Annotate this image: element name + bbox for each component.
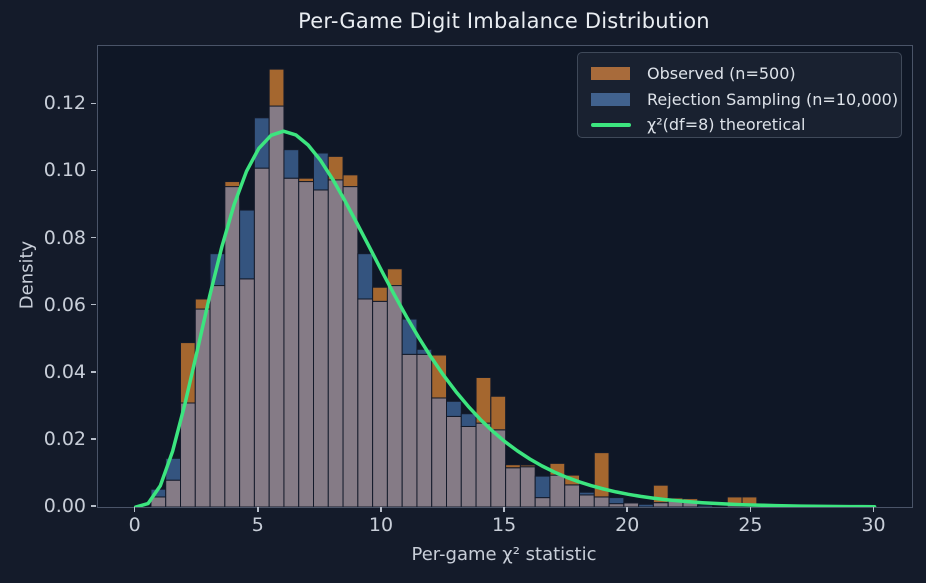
histogram-bar-rejection — [697, 504, 713, 507]
legend-entry-observed: Observed (n=500) — [591, 61, 891, 87]
histogram-bar-overlap — [165, 479, 182, 507]
histogram-bar-overlap — [298, 181, 315, 507]
histogram-bar-observed — [505, 464, 521, 469]
histogram-bar-overlap — [475, 422, 492, 507]
x-tick-label: 20 — [615, 514, 640, 536]
histogram-bar-overlap — [549, 474, 566, 507]
histogram-bar-overlap — [519, 466, 536, 507]
histogram-bar-observed — [372, 286, 388, 302]
histogram-bar-overlap — [505, 467, 521, 507]
y-axis-label: Density — [16, 240, 38, 310]
histogram-bar-rejection — [283, 149, 300, 179]
y-tick-label: 0.10 — [43, 159, 86, 182]
histogram-bar-observed — [327, 155, 344, 181]
x-tick-mark — [257, 507, 259, 513]
histogram-bar-observed — [342, 174, 359, 188]
histogram-bar-rejection — [579, 491, 595, 496]
legend-label-rejection-sampling: Rejection Sampling (n=10,000) — [647, 89, 899, 109]
histogram-bar-overlap — [239, 278, 255, 507]
histogram-bar-rejection — [446, 400, 462, 417]
histogram-bar-observed — [519, 464, 536, 468]
y-tick-label: 0.12 — [43, 92, 86, 115]
theoretical-density-curve — [133, 129, 877, 507]
histogram-bar-overlap — [593, 496, 610, 507]
histogram-bar-overlap — [209, 285, 226, 507]
histogram-bar-overlap — [401, 353, 418, 507]
x-tick-label: 25 — [738, 514, 763, 536]
legend-entry-rejection-sampling: Rejection Sampling (n=10,000) — [591, 87, 898, 113]
histogram-bar-overlap — [579, 494, 595, 507]
y-tick-mark — [90, 169, 96, 172]
histogram-bar-rejection — [357, 253, 374, 300]
histogram-bar-observed — [386, 268, 403, 287]
chart-title: Per-Game Digit Imbalance Distribution — [298, 9, 710, 33]
histogram-bar-rejection — [239, 209, 255, 280]
legend-entry-theoretical: χ²(df=8) theoretical — [591, 112, 891, 138]
histogram-bar-observed — [224, 181, 241, 188]
histogram-bar-overlap — [342, 186, 359, 507]
y-tick-label: 0.00 — [43, 495, 86, 517]
histogram-bar-overlap — [564, 484, 581, 507]
y-tick-mark — [90, 303, 96, 306]
histogram-bar-overlap — [460, 425, 477, 507]
histogram-bar-observed — [298, 177, 315, 183]
histogram-bar-overlap — [652, 502, 669, 507]
y-tick-mark — [90, 102, 96, 105]
histogram-bar-overlap — [194, 308, 211, 507]
histogram-bar-overlap — [386, 285, 403, 507]
rejection-sampling-swatch-icon — [591, 92, 630, 106]
histogram-bar-overlap — [313, 189, 329, 507]
histogram-bar-overlap — [623, 502, 640, 507]
histogram-bar-overlap — [431, 397, 448, 507]
histogram-bar-rejection — [460, 413, 477, 427]
y-tick-label: 0.08 — [43, 226, 86, 249]
histogram-bar-observed — [268, 68, 285, 107]
x-tick-label: 15 — [492, 514, 517, 536]
y-tick-label: 0.02 — [43, 427, 86, 450]
plot-canvas — [133, 68, 877, 507]
histogram-bar-overlap — [327, 179, 344, 507]
y-tick-mark — [90, 370, 96, 373]
histogram-bar-overlap — [283, 177, 300, 507]
y-tick-mark — [90, 438, 96, 440]
x-tick-label: 10 — [368, 514, 394, 536]
histogram-bar-overlap — [446, 415, 462, 507]
x-tick-label: 5 — [251, 514, 264, 536]
legend-label-theoretical: χ²(df=8) theoretical — [647, 115, 806, 135]
y-tick-mark — [90, 236, 96, 239]
x-tick-mark — [749, 507, 752, 513]
histogram-bar-overlap — [534, 497, 551, 507]
x-tick-label: 30 — [861, 514, 886, 536]
histogram-bar-observed — [490, 395, 507, 431]
histogram-bar-overlap — [268, 105, 285, 507]
x-tick-mark — [872, 507, 875, 513]
histogram-bar-rejection — [534, 475, 551, 499]
theoretical-curve-swatch-icon — [591, 122, 631, 127]
x-tick-mark — [380, 507, 382, 513]
histogram-bar-rejection — [608, 497, 625, 505]
legend: Observed (n=500) Rejection Sampling (n=1… — [577, 52, 902, 138]
x-tick-mark — [626, 507, 629, 513]
observed-swatch-icon — [591, 67, 630, 81]
x-tick-label: 0 — [128, 514, 141, 536]
y-tick-label: 0.06 — [43, 293, 86, 316]
histogram-bar-rejection — [638, 503, 654, 507]
x-tick-mark — [503, 507, 505, 513]
legend-label-observed: Observed (n=500) — [647, 64, 796, 84]
histogram-bar-overlap — [416, 353, 433, 507]
histogram-bar-overlap — [253, 167, 270, 507]
histogram-bar-overlap — [357, 298, 374, 507]
x-tick-mark — [133, 507, 136, 513]
y-tick-label: 0.04 — [43, 360, 86, 383]
x-axis-label: Per-game χ² statistic — [411, 544, 597, 565]
histogram-bar-overlap — [372, 300, 388, 507]
y-tick-mark — [90, 505, 96, 507]
